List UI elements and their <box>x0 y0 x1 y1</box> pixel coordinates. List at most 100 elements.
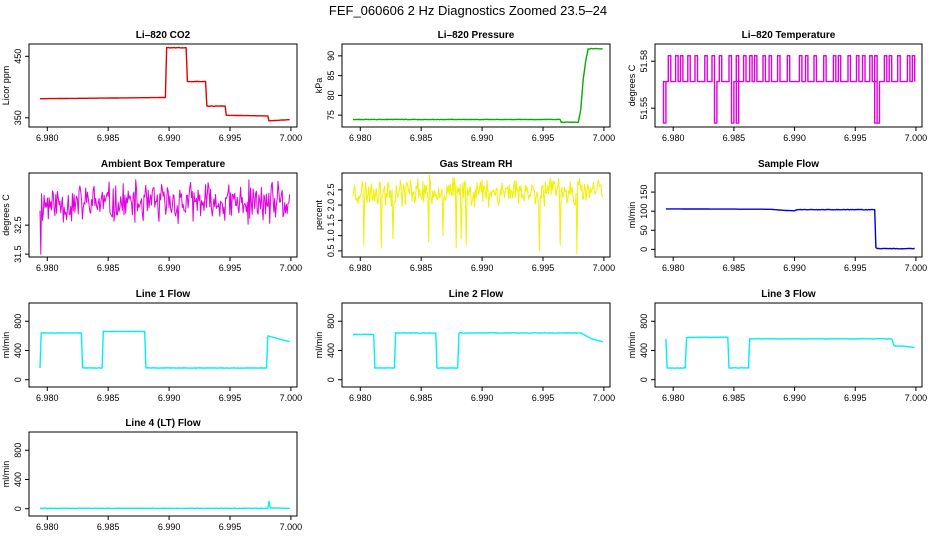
y-axis-label: percent <box>314 199 324 230</box>
x-tick-label: 7.000 <box>593 393 616 403</box>
panel-title: Line 3 Flow <box>761 289 816 300</box>
x-tick-label: 6.985 <box>97 522 120 532</box>
x-tick-label: 6.995 <box>844 393 867 403</box>
series-line <box>40 46 290 122</box>
y-tick-label: 450 <box>13 49 23 64</box>
plot-frame <box>654 43 923 128</box>
x-tick-label: 7.000 <box>593 263 616 273</box>
series-line <box>39 330 290 369</box>
panel-title: Sample Flow <box>758 159 819 170</box>
y-tick-label: 350 <box>13 110 23 125</box>
y-tick-label: 100 <box>639 204 649 219</box>
x-tick-label: 6.985 <box>723 263 746 273</box>
panel-title: Ambient Box Temperature <box>101 159 226 170</box>
panel-1: Li–820 CO2 Licor ppm 6.980 6.985 6.990 6.995 7… <box>1 30 302 143</box>
x-tick-label: 6.980 <box>36 263 59 273</box>
x-tick-label: 7.000 <box>280 393 303 403</box>
y-tick-label: 0 <box>13 377 23 382</box>
x-tick-label: 6.980 <box>36 133 59 143</box>
y-tick-label: 0 <box>639 377 649 382</box>
y-tick-label: 90 <box>326 51 336 61</box>
x-tick-label: 6.985 <box>97 133 120 143</box>
plot-frame <box>28 302 298 388</box>
y-tick-label: 150 <box>639 185 649 200</box>
x-tick-label: 6.985 <box>410 393 433 403</box>
y-tick-label: 1.5 <box>326 214 336 227</box>
y-tick-label: 800 <box>13 314 23 329</box>
panel-10: Line 4 (LT) Flow ml/min 6.980 6.985 6.990 6.9… <box>1 418 302 532</box>
panel-title: Li–820 Pressure <box>438 30 515 41</box>
y-tick-label: 400 <box>13 472 23 487</box>
x-tick-label: 6.985 <box>410 133 433 143</box>
panel-title: Li–820 Temperature <box>742 30 836 41</box>
x-tick-label: 6.995 <box>532 263 555 273</box>
x-tick-label: 6.990 <box>783 133 806 143</box>
y-tick-label: 1.0 <box>326 229 336 242</box>
y-tick-label: 80 <box>326 90 336 100</box>
y-tick-label: 85 <box>326 71 336 81</box>
y-axis-label: ml/min <box>1 461 11 488</box>
x-tick-label: 6.980 <box>662 393 685 403</box>
y-axis-label: Licor ppm <box>1 66 11 106</box>
x-tick-label: 7.000 <box>280 522 303 532</box>
y-axis-label: ml/min <box>1 332 11 359</box>
panel-5: Gas Stream RH percent 6.980 6.985 6.990 6.995… <box>314 159 615 273</box>
y-axis-label: ml/min <box>627 202 637 229</box>
y-tick-label: 800 <box>639 314 649 329</box>
x-tick-label: 6.995 <box>219 393 242 403</box>
panel-title: Gas Stream RH <box>440 159 513 170</box>
x-tick-label: 6.995 <box>844 133 867 143</box>
y-tick-label: 50 <box>639 225 649 235</box>
x-tick-label: 6.995 <box>219 263 242 273</box>
x-tick-label: 6.985 <box>723 133 746 143</box>
x-tick-label: 6.980 <box>36 393 59 403</box>
x-tick-label: 6.990 <box>471 393 494 403</box>
x-tick-label: 6.980 <box>349 133 372 143</box>
y-tick-label: 0 <box>13 506 23 511</box>
x-tick-label: 6.990 <box>471 263 494 273</box>
x-tick-label: 6.995 <box>532 393 555 403</box>
y-tick-label: 400 <box>639 343 649 358</box>
x-tick-label: 6.990 <box>158 522 181 532</box>
x-tick-label: 6.995 <box>219 133 242 143</box>
x-tick-label: 6.985 <box>723 393 746 403</box>
x-tick-label: 6.990 <box>783 393 806 403</box>
x-tick-label: 6.980 <box>349 263 372 273</box>
y-axis-label: ml/min <box>627 332 637 359</box>
x-tick-label: 7.000 <box>905 263 928 273</box>
x-tick-label: 6.990 <box>158 393 181 403</box>
plot-frame <box>341 302 611 388</box>
plot-frame <box>341 43 611 128</box>
x-tick-label: 7.000 <box>905 393 928 403</box>
panel-3: Li–820 Temperature degrees C 6.980 6.985 6.9… <box>627 30 927 143</box>
x-tick-label: 6.980 <box>36 522 59 532</box>
y-axis-label: ml/min <box>314 332 324 359</box>
x-tick-label: 6.995 <box>844 263 867 273</box>
y-tick-label: 0.5 <box>326 245 336 258</box>
y-tick-label: 0 <box>639 247 649 252</box>
panel-6: Sample Flow ml/min 6.980 6.985 6.990 6.995 7.0… <box>627 159 927 273</box>
x-tick-label: 6.985 <box>410 263 433 273</box>
y-tick-label: 75 <box>326 110 336 120</box>
x-tick-label: 6.985 <box>97 393 120 403</box>
panel-title: Line 4 (LT) Flow <box>125 418 201 429</box>
y-tick-label: 0 <box>326 377 336 382</box>
panel-2: Li–820 Pressure kPa 6.980 6.985 6.990 6.995 7.… <box>314 30 615 143</box>
series-line <box>665 208 915 250</box>
x-tick-label: 6.980 <box>662 133 685 143</box>
panel-title: Line 2 Flow <box>449 289 504 300</box>
plot-frame <box>28 431 298 517</box>
x-tick-label: 6.990 <box>471 133 494 143</box>
figure-title: FEF_060606 2 Hz Diagnostics Zoomed 23.5–… <box>328 3 608 18</box>
panel-9: Line 3 Flow ml/min 6.980 6.985 6.990 6.995 7.0… <box>627 289 927 403</box>
y-tick-label: 31.5 <box>13 245 23 263</box>
y-axis-label: kPa <box>314 78 324 94</box>
plot-frame <box>28 172 298 258</box>
x-tick-label: 6.990 <box>158 133 181 143</box>
y-tick-label: 51.58 <box>639 50 649 73</box>
panel-8: Line 2 Flow ml/min 6.980 6.985 6.990 6.995 7.0… <box>314 289 615 403</box>
x-tick-label: 7.000 <box>593 133 616 143</box>
series-line <box>352 332 603 369</box>
